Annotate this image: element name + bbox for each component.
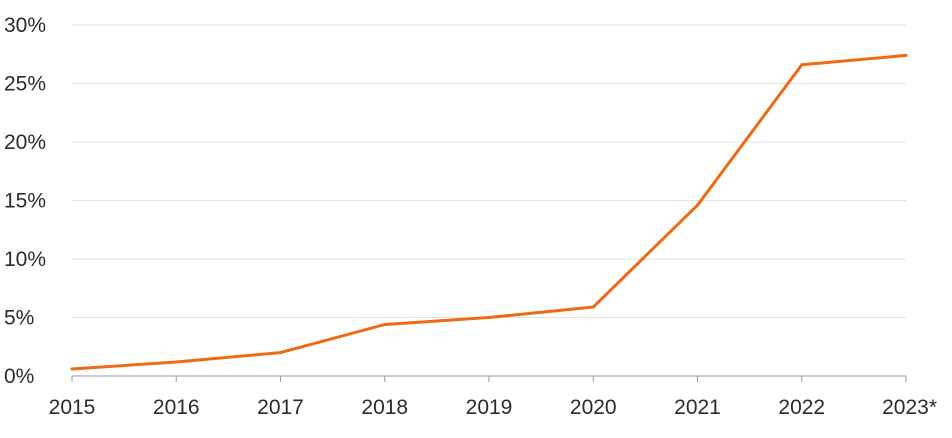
y-tick-label: 0% (4, 365, 34, 388)
data-point (279, 351, 282, 355)
y-tick-label: 5% (4, 307, 34, 330)
data-point (174, 360, 178, 364)
x-tick-label: 2016 (153, 396, 200, 419)
data-point (70, 367, 74, 371)
y-tick-label: 20% (4, 131, 46, 154)
y-tick-label: 15% (4, 190, 46, 213)
data-point (487, 316, 491, 319)
series-lines (70, 53, 908, 371)
data-point (800, 63, 804, 67)
data-point (904, 53, 908, 57)
x-tick-label: 2017 (257, 396, 304, 419)
y-tick-label: 10% (4, 248, 46, 271)
data-point (591, 305, 595, 309)
x-tick-label: 2018 (361, 396, 408, 419)
data-point (383, 323, 387, 327)
y-axis-tick-labels: 0% 5% 10% 15% 20% 25% 30% (4, 14, 46, 388)
x-tick-label: 2023* (882, 396, 937, 419)
x-tick-label: 2015 (49, 396, 96, 419)
gridlines (72, 24, 906, 318)
x-axis: 2015 2016 2017 2018 2019 2020 2021 2022 2023* (49, 375, 937, 419)
x-tick-label: 2019 (466, 396, 513, 419)
y-tick-label: 30% (4, 14, 46, 37)
y-tick-label: 25% (4, 73, 46, 96)
data-point (696, 203, 699, 207)
x-tick-label: 2022 (778, 396, 825, 419)
x-tick-label: 2020 (570, 396, 617, 419)
series-line-0 (70, 53, 908, 371)
x-tick-label: 2021 (674, 396, 721, 419)
